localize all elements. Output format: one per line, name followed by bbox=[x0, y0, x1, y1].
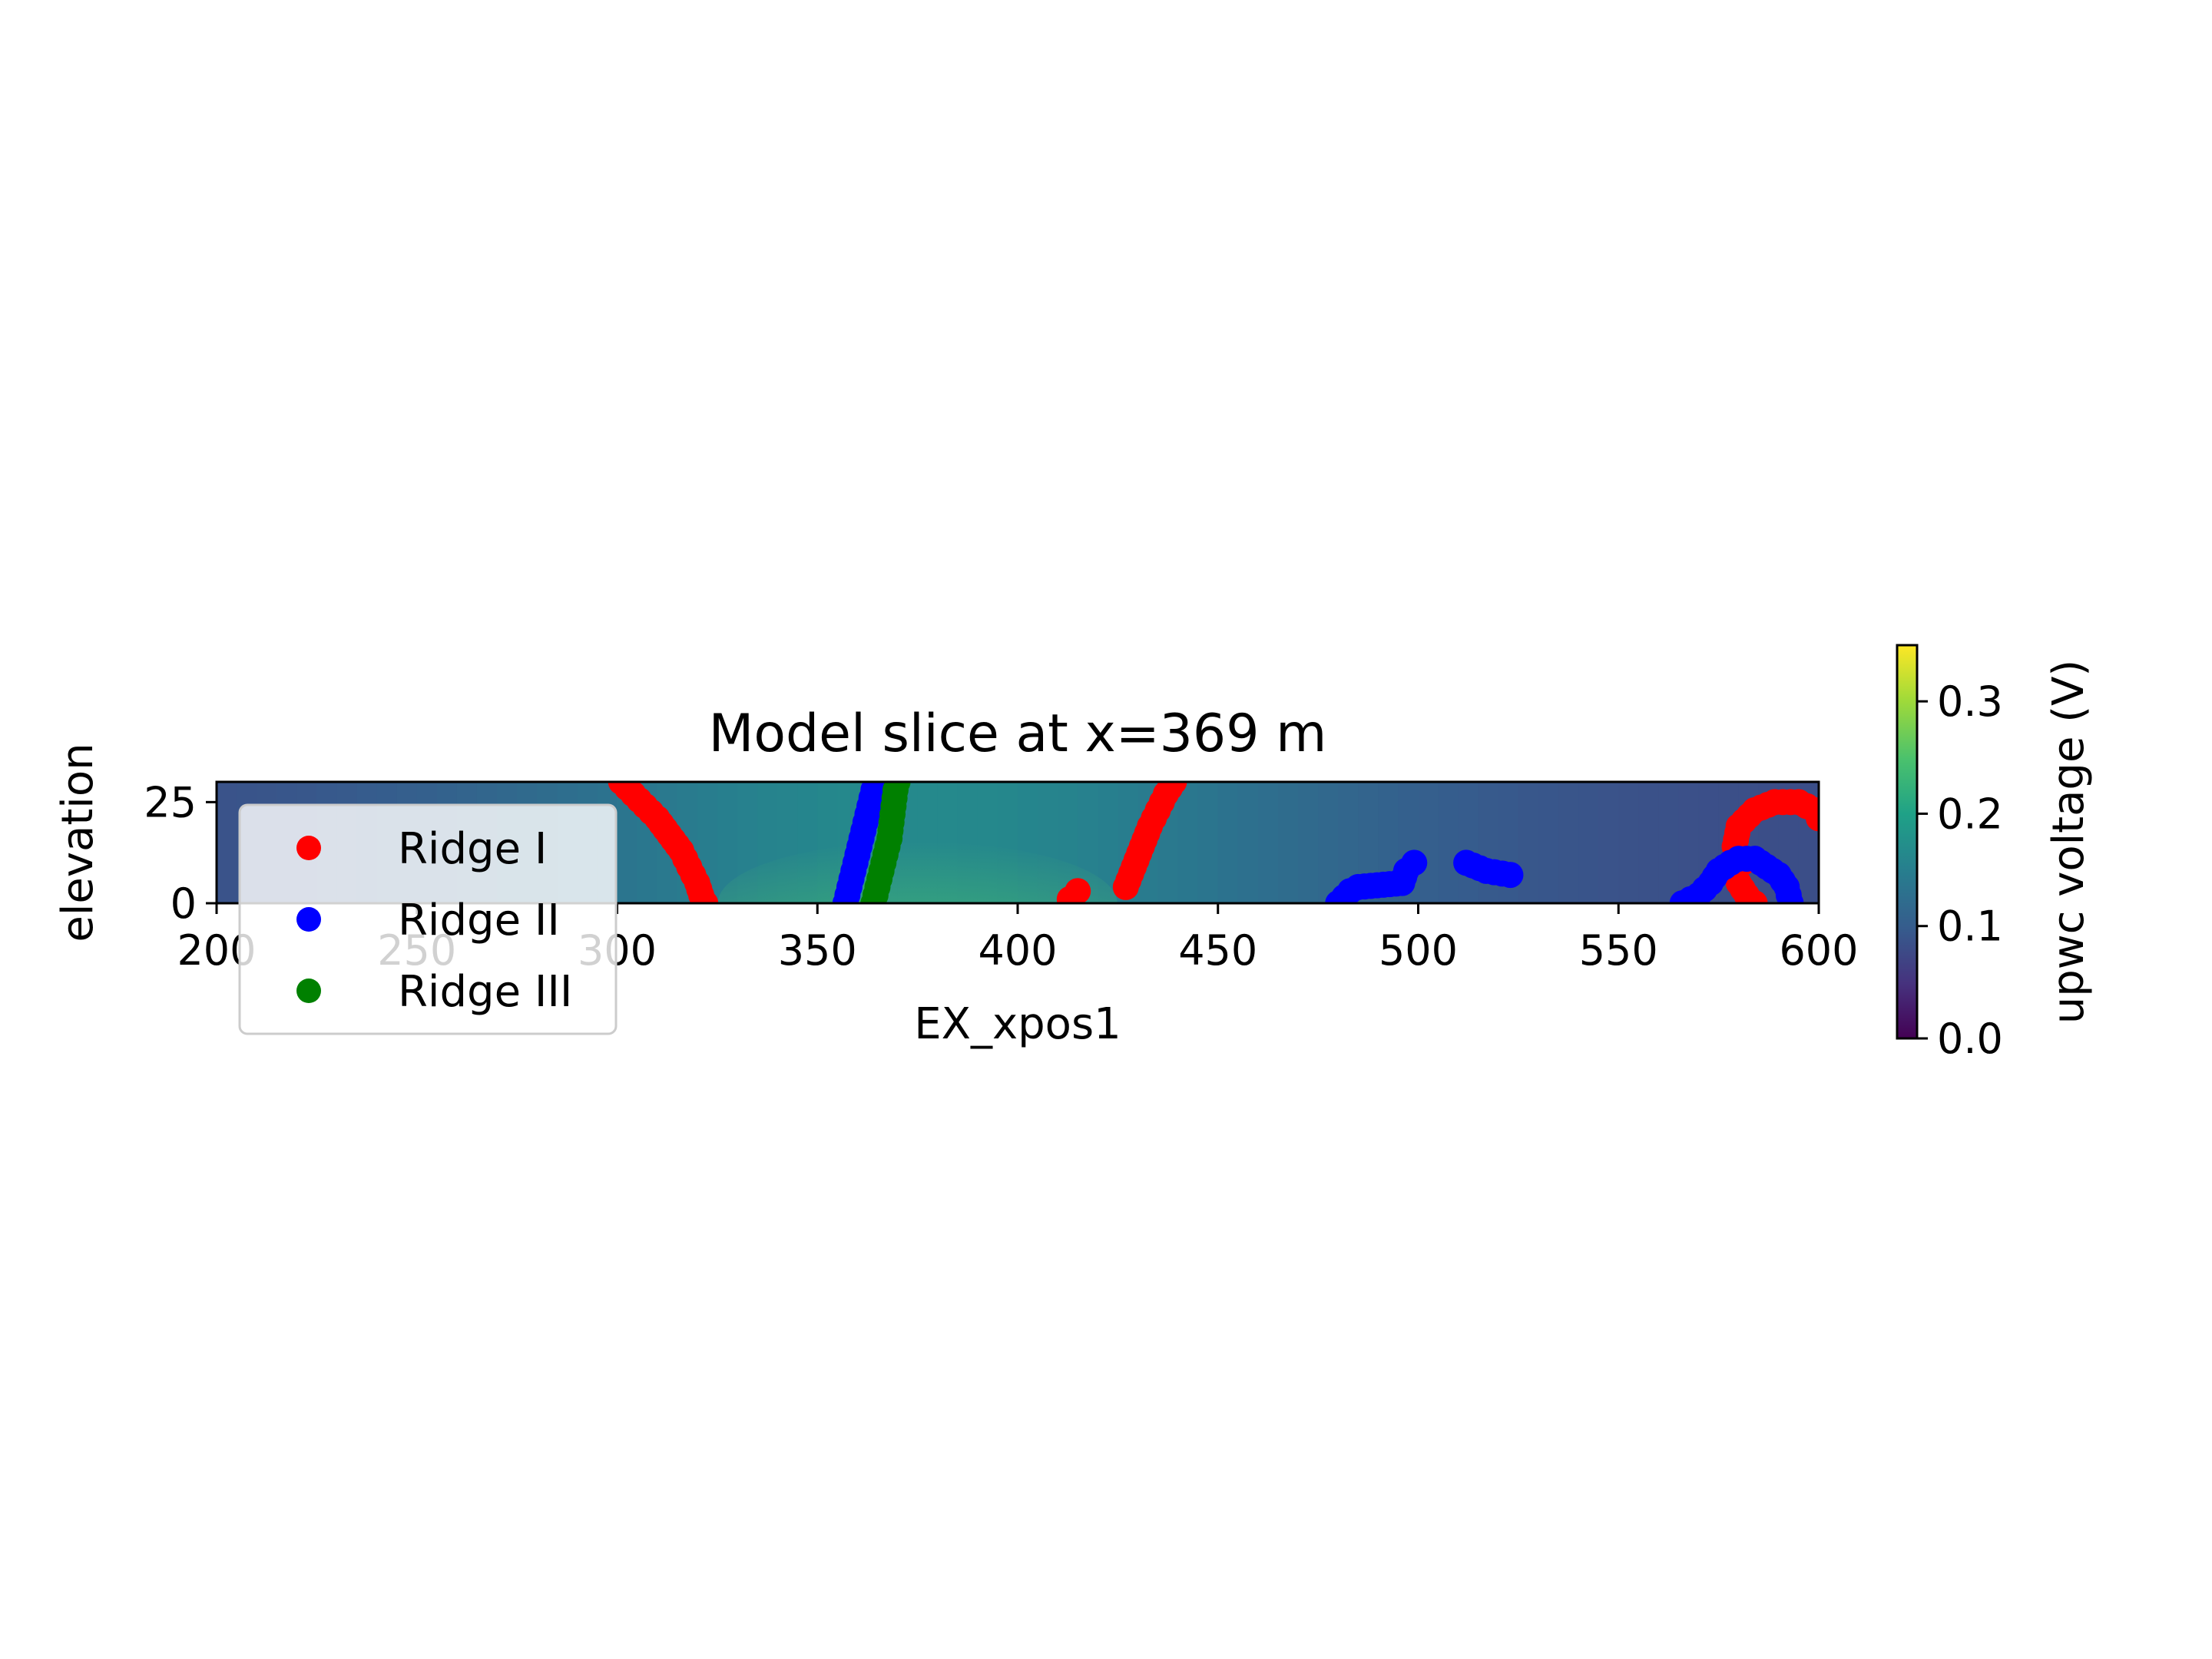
heatmap-cell bbox=[1257, 782, 1279, 903]
heatmap-cell bbox=[1538, 782, 1560, 903]
y-tick-label: 0 bbox=[171, 879, 197, 928]
scatter-points bbox=[608, 782, 1819, 903]
scatter-point bbox=[1065, 878, 1091, 903]
scatter-point bbox=[1741, 890, 1768, 903]
heatmap-cell bbox=[1658, 782, 1680, 903]
scatter-point bbox=[692, 890, 719, 903]
colorbar bbox=[1896, 644, 1919, 1040]
heatmap-cell bbox=[1277, 782, 1300, 903]
x-tick-label: 350 bbox=[778, 926, 857, 975]
heatmap-cell bbox=[1418, 782, 1439, 903]
heatmap-cell bbox=[1618, 782, 1640, 903]
scatter-point bbox=[1161, 782, 1187, 795]
series-3 bbox=[860, 782, 911, 903]
scatter-point bbox=[1777, 890, 1804, 903]
heatmap-cell bbox=[1217, 782, 1239, 903]
y-tick-label: 25 bbox=[144, 778, 197, 826]
heatmap-cell bbox=[1177, 782, 1199, 903]
legend-marker bbox=[296, 979, 321, 1003]
heatmap-cell bbox=[1578, 782, 1600, 903]
x-axis-label: EX_xpos1 bbox=[914, 999, 1121, 1049]
x-tick-label: 450 bbox=[1178, 926, 1257, 975]
scatter-point bbox=[1401, 849, 1428, 876]
heatmap-cell bbox=[1298, 782, 1320, 903]
heatmap-peak-glow bbox=[717, 842, 1118, 903]
legend-entry: Ridge I bbox=[398, 824, 547, 874]
heatmap-cell bbox=[1558, 782, 1580, 903]
legend-entry: Ridge III bbox=[398, 967, 572, 1017]
x-tick-label: 400 bbox=[978, 926, 1057, 975]
colorbar-tick-label: 0.0 bbox=[1937, 1015, 2003, 1063]
legend-box bbox=[238, 803, 618, 1035]
colorbar-tick-label: 0.2 bbox=[1937, 790, 2003, 838]
scatter-point bbox=[884, 782, 911, 795]
legend-entry: Ridge II bbox=[398, 896, 560, 945]
scatter-point bbox=[862, 782, 889, 795]
heatmap-cell bbox=[1237, 782, 1259, 903]
heatmap-cell bbox=[1197, 782, 1219, 903]
heatmap-cell bbox=[1598, 782, 1620, 903]
scatter-point bbox=[1497, 862, 1524, 889]
heatmap-cell bbox=[1458, 782, 1479, 903]
legend-marker bbox=[296, 836, 321, 860]
series-1 bbox=[608, 782, 1819, 903]
colorbar-axis: 0.0 0.1 0.2 0.3 bbox=[1917, 677, 2003, 1063]
y-axis-label: elevation bbox=[53, 743, 103, 942]
colorbar-label: upwc voltage (V) bbox=[2044, 660, 2094, 1024]
heatmap-cell bbox=[217, 782, 238, 903]
series-2 bbox=[832, 782, 1804, 903]
x-tick-label: 500 bbox=[1379, 926, 1458, 975]
scatter-point bbox=[1806, 805, 1819, 832]
colorbar-tick-label: 0.1 bbox=[1937, 902, 2003, 951]
heatmap-cell bbox=[1438, 782, 1459, 903]
legend-marker bbox=[296, 907, 321, 932]
heatmap-cell bbox=[1518, 782, 1539, 903]
x-tick-label: 600 bbox=[1779, 926, 1858, 975]
colorbar-tick-label: 0.3 bbox=[1937, 677, 2003, 726]
heatmap-cell bbox=[1318, 782, 1339, 903]
x-tick-label: 550 bbox=[1579, 926, 1658, 975]
legend: Ridge I Ridge II Ridge III bbox=[238, 803, 618, 1035]
chart-title: Model slice at x=369 m bbox=[709, 704, 1327, 764]
heatmap-cell bbox=[1638, 782, 1660, 903]
